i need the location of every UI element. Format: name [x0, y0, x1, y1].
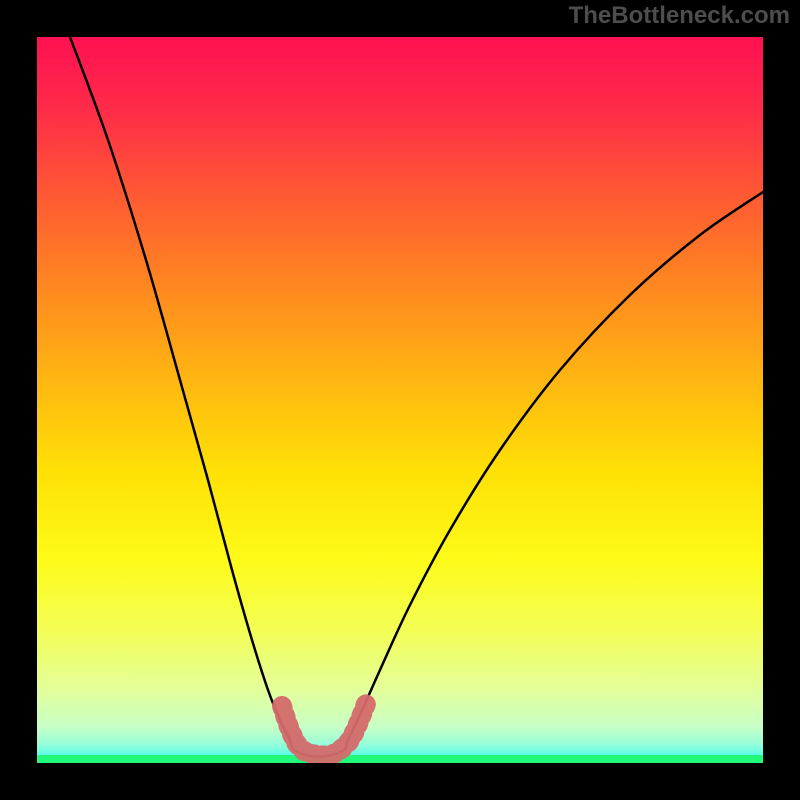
plot-background [37, 37, 763, 763]
green-band [37, 755, 763, 763]
bottleneck-chart [0, 0, 800, 800]
chart-root: { "canvas": { "width": 800, "height": 80… [0, 0, 800, 800]
